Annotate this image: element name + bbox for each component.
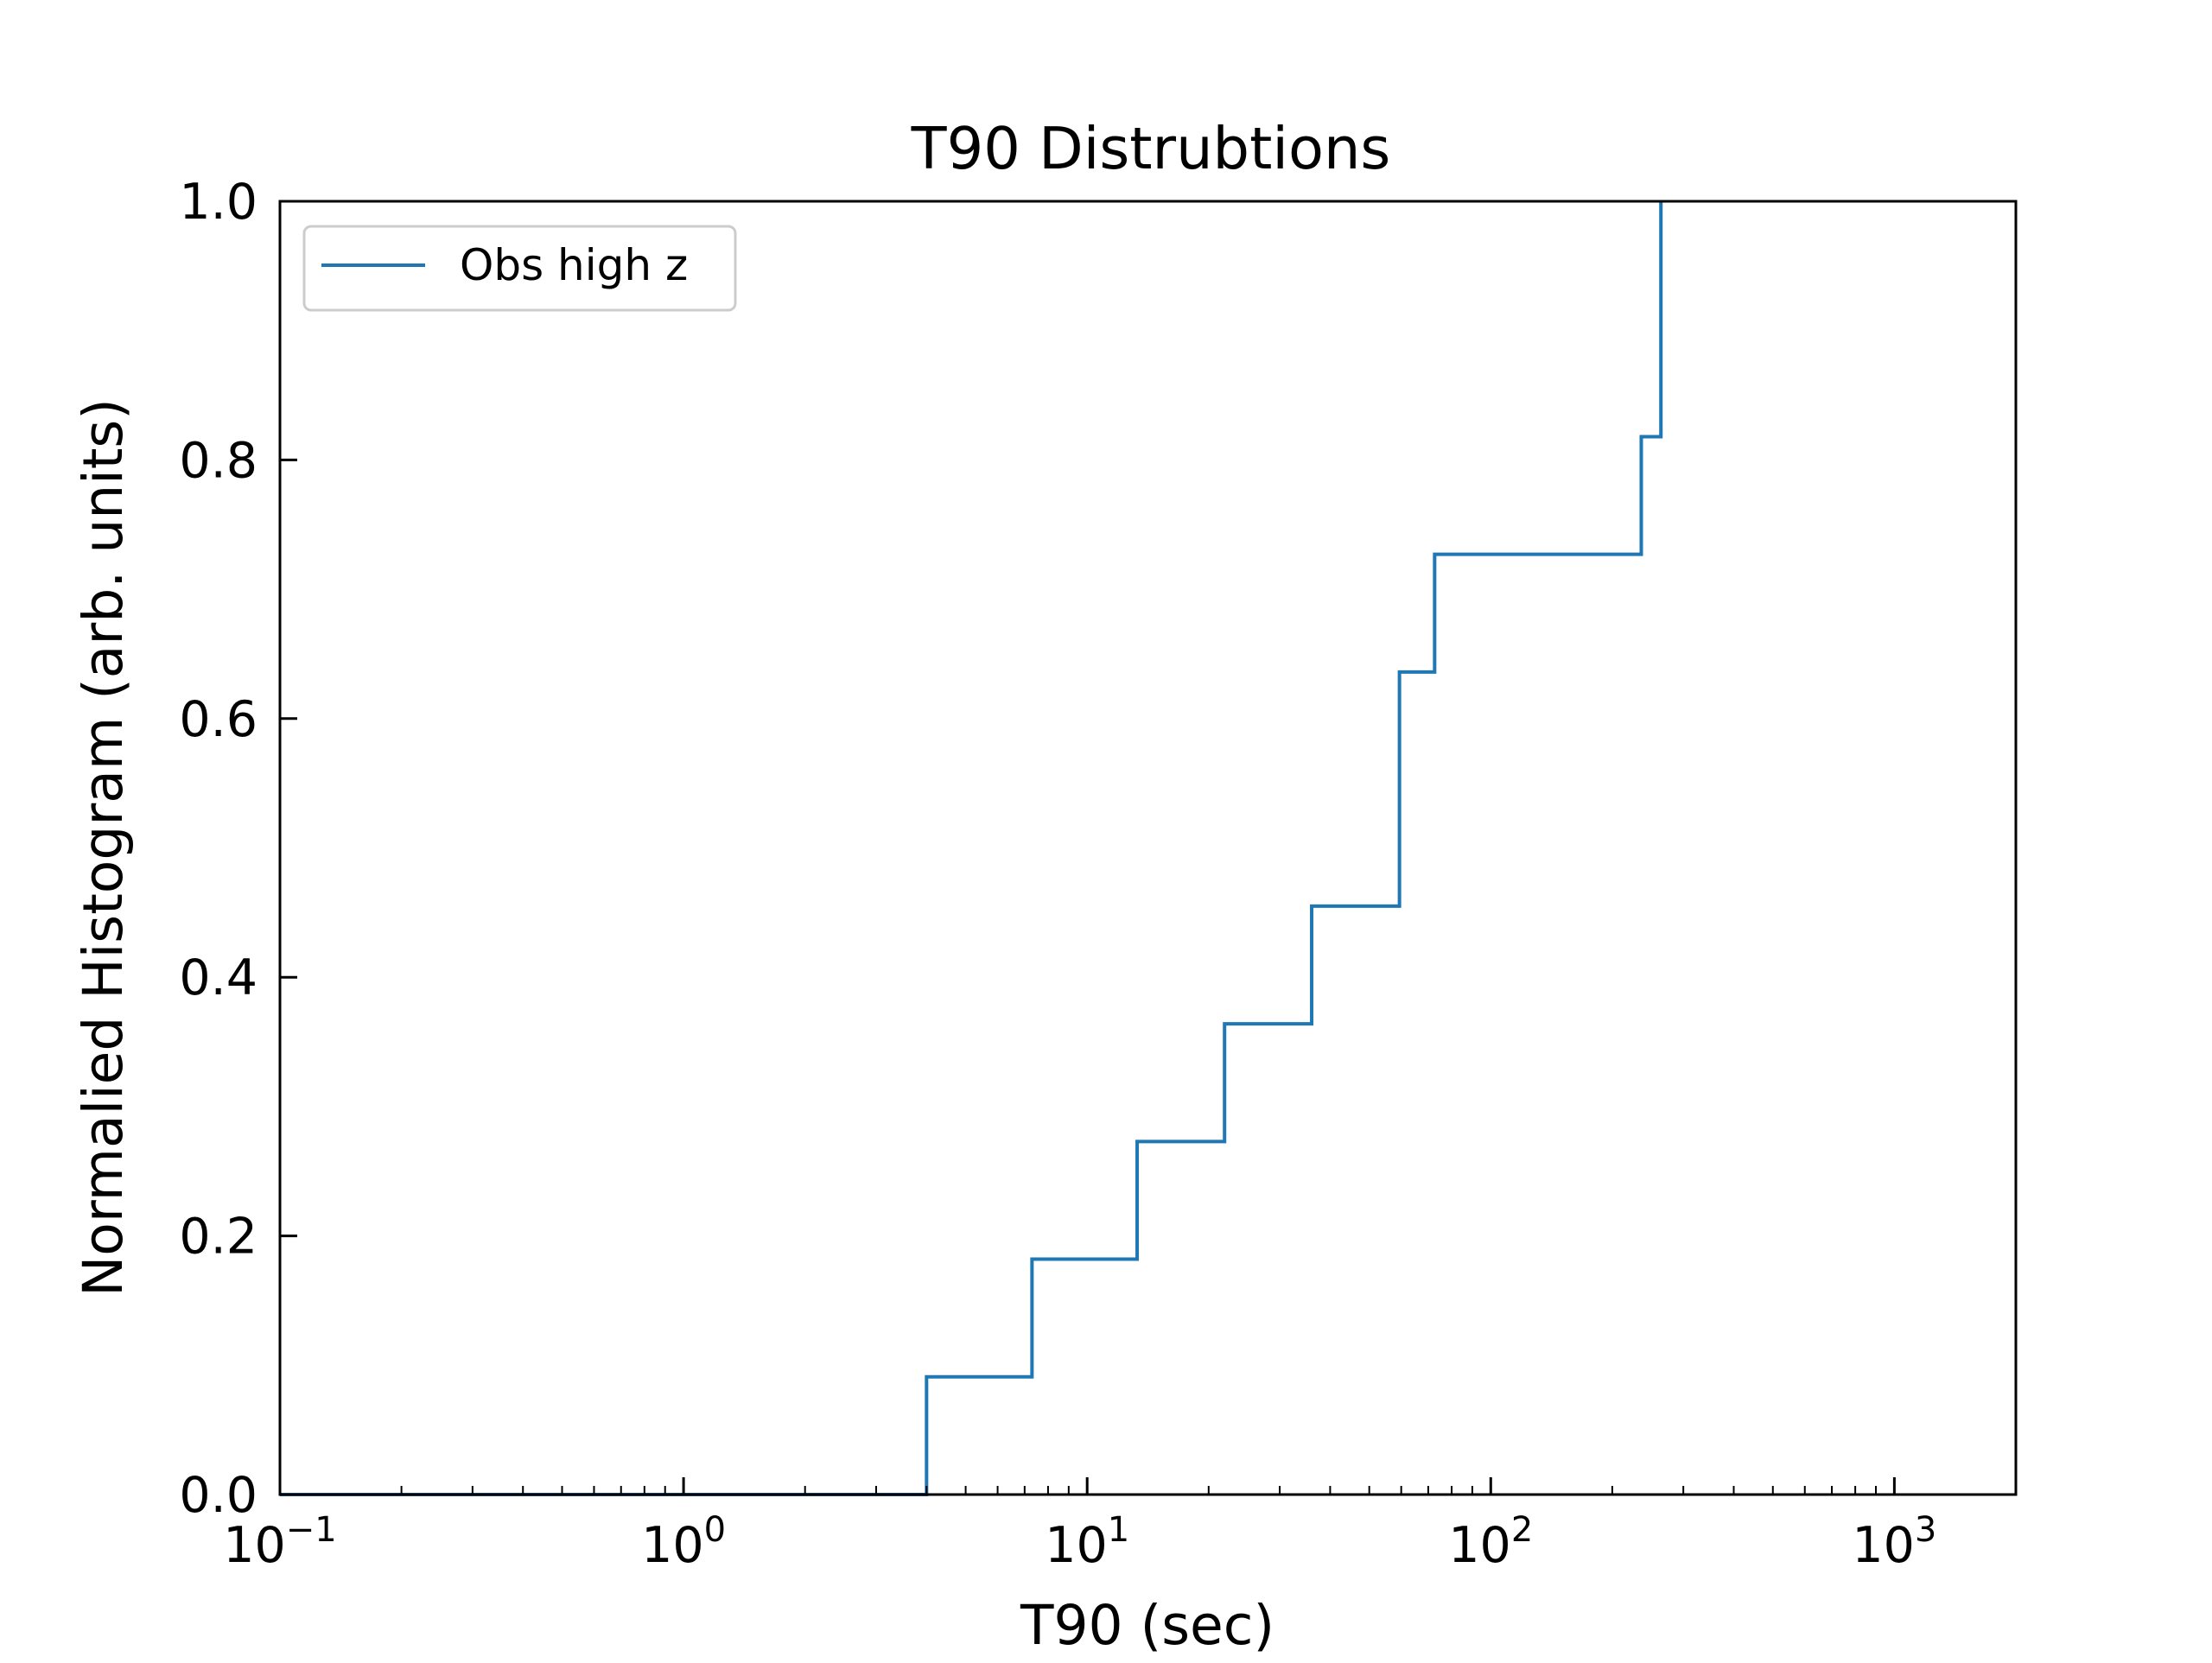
y-tick-label: 0.8 bbox=[179, 432, 257, 489]
y-axis-title: Normalied Histogram (arb. units) bbox=[72, 398, 135, 1297]
series-line bbox=[280, 201, 1663, 1496]
y-tick-label: 0.0 bbox=[179, 1467, 257, 1524]
x-tick-label: 10−1 bbox=[223, 1510, 337, 1574]
y-tick-label: 0.4 bbox=[179, 949, 257, 1006]
x-tick-label: 102 bbox=[1448, 1510, 1533, 1574]
y-tick-label: 1.0 bbox=[179, 174, 257, 231]
x-tick-label: 103 bbox=[1852, 1510, 1936, 1574]
x-tick-label: 100 bbox=[641, 1510, 726, 1574]
x-axis-title: T90 (sec) bbox=[1020, 1594, 1274, 1657]
legend: Obs high z bbox=[302, 225, 737, 312]
legend-box bbox=[302, 225, 737, 312]
legend-label: Obs high z bbox=[460, 240, 688, 290]
plot-area bbox=[280, 201, 1663, 1496]
chart-title: T90 Distrubtions bbox=[911, 115, 1391, 182]
axis-ticks: 10−1 100 101 102 103 0.0 0.2 0.4 0.6 0.8 1.0 bbox=[179, 174, 1936, 1574]
x-tick-label: 101 bbox=[1045, 1510, 1129, 1574]
y-tick-label: 0.2 bbox=[179, 1209, 257, 1266]
y-tick-label: 0.6 bbox=[179, 691, 257, 748]
axes-frame bbox=[278, 200, 2018, 1496]
